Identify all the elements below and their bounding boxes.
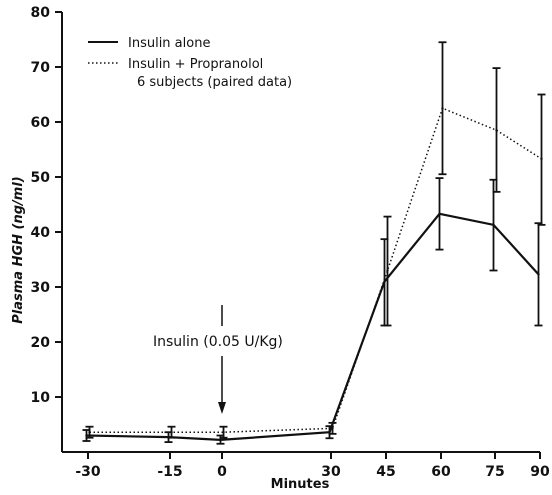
data-point (492, 223, 495, 227)
legend: Insulin alone Insulin + Propranolol 6 su… (88, 36, 292, 90)
y-axis-ticks: 10 20 30 40 50 60 70 80 (31, 5, 62, 406)
y-tick-label: 50 (31, 170, 51, 186)
data-point (331, 427, 334, 430)
data-point (537, 273, 540, 276)
data-point (219, 438, 222, 442)
x-tick-label: 60 (431, 464, 451, 480)
series-insulin-alone (82, 177, 543, 445)
y-tick-label: 60 (31, 115, 51, 131)
x-tick-label: -15 (157, 464, 182, 480)
data-point (85, 434, 88, 437)
x-tick-label: 45 (376, 464, 395, 480)
data-point (222, 431, 225, 434)
y-tick-label: 70 (31, 60, 51, 76)
data-point (441, 107, 444, 110)
x-tick-label: 90 (530, 464, 550, 480)
annotation-label: Insulin (0.05 U/Kg) (153, 334, 283, 350)
insulin-injection-annotation: Insulin (0.05 U/Kg) (153, 305, 283, 414)
y-tick-label: 20 (31, 335, 51, 351)
y-tick-label: 30 (31, 280, 51, 296)
x-axis-ticks: -30 -15 0 30 45 60 75 90 (75, 452, 550, 480)
x-tick-label: 75 (485, 464, 504, 480)
y-tick-label: 40 (31, 225, 51, 241)
series-line (89, 107, 542, 433)
data-point (88, 431, 91, 434)
x-tick-label: 30 (321, 464, 341, 480)
legend-label-insulin-alone: Insulin alone (128, 36, 210, 51)
data-point (170, 431, 173, 434)
data-point (328, 431, 331, 434)
annotation-arrow-head (218, 402, 226, 414)
y-tick-label: 10 (31, 390, 51, 406)
y-axis-title: Plasma HGH (ng/ml) (11, 176, 26, 324)
data-point (438, 212, 441, 216)
data-point (540, 157, 543, 161)
axes: 10 20 30 40 50 60 70 80 -30 -15 0 30 45 60 75 90 (31, 5, 550, 480)
y-tick-label: 80 (31, 5, 51, 21)
data-point (386, 269, 389, 272)
data-point (383, 280, 386, 283)
x-tick-label: -30 (75, 464, 101, 480)
series-line (86, 212, 540, 442)
series-layer (82, 41, 546, 445)
legend-label-insulin-propranolol: Insulin + Propranolol (128, 57, 263, 72)
x-tick-label: 0 (217, 464, 227, 480)
data-point (495, 129, 498, 132)
x-axis-title: Minutes (271, 477, 330, 492)
legend-subject-note: 6 subjects (paired data) (137, 75, 292, 90)
series-insulin-propranolol (85, 41, 546, 439)
